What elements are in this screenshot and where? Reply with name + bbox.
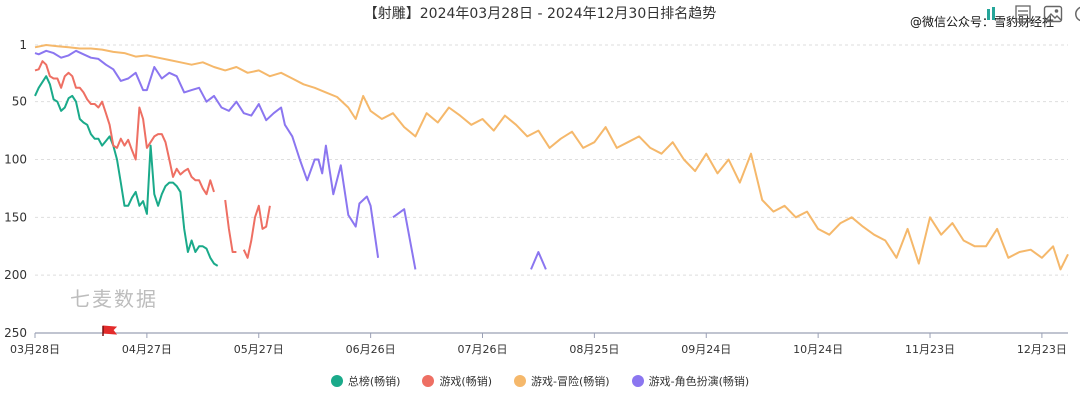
legend-item-1[interactable]: 游戏(畅销) [422, 373, 492, 389]
y-tick-label: 50 [12, 95, 27, 109]
y-tick-label: 100 [4, 153, 27, 167]
legend-label: 总榜(畅销) [347, 375, 401, 388]
bar-chart-icon[interactable] [983, 4, 1003, 24]
x-tick-label: 09月24日 [681, 343, 731, 356]
x-tick-label: 04月27日 [122, 343, 172, 356]
save-image-icon[interactable] [1043, 4, 1063, 24]
legend-swatch [422, 375, 435, 387]
legend-label: 游戏(畅销) [439, 375, 493, 388]
x-tick-label: 11月23日 [905, 343, 955, 356]
y-tick-label: 150 [4, 210, 27, 224]
y-tick-label: 250 [4, 326, 27, 340]
legend-label: 游戏-冒险(畅销) [531, 375, 610, 388]
x-tick-label: 12月23日 [1017, 343, 1067, 356]
legend-item-2[interactable]: 游戏-冒险(畅销) [514, 373, 610, 389]
legend-item-0[interactable]: 总榜(畅销) [330, 373, 401, 389]
refresh-icon[interactable] [1073, 4, 1080, 24]
legend-swatch [330, 375, 343, 387]
x-tick-label: 10月24日 [793, 343, 843, 356]
list-icon[interactable] [1013, 4, 1033, 24]
event-flag-icon[interactable] [102, 325, 118, 336]
series-line-0[interactable] [34, 75, 219, 267]
y-tick-label: 200 [4, 268, 27, 282]
y-tick-label: 1 [19, 38, 27, 52]
brand-watermark: 七麦数据 [70, 287, 158, 311]
legend-label: 游戏-角色扮演(畅销) [648, 375, 750, 388]
legend-item-3[interactable]: 游戏-角色扮演(畅销) [631, 373, 750, 389]
x-tick-label: 06月26日 [346, 343, 396, 356]
legend-swatch [631, 375, 644, 387]
series-line-2[interactable] [34, 44, 1069, 271]
chart-title: 【射雕】2024年03月28日 - 2024年12月30日排名趋势 [363, 6, 717, 22]
x-tick-label: 07月26日 [458, 343, 508, 356]
chart-toolbar [983, 2, 1080, 26]
legend-swatch [514, 375, 527, 387]
chart-legend: 总榜(畅销) 游戏(畅销) 游戏-冒险(畅销) 游戏-角色扮演(畅销) [0, 373, 1080, 389]
series-line-3[interactable] [34, 49, 547, 270]
x-tick-label: 08月25日 [569, 343, 619, 356]
x-tick-label: 03月28日 [10, 343, 60, 356]
x-tick-label: 05月27日 [234, 343, 284, 356]
